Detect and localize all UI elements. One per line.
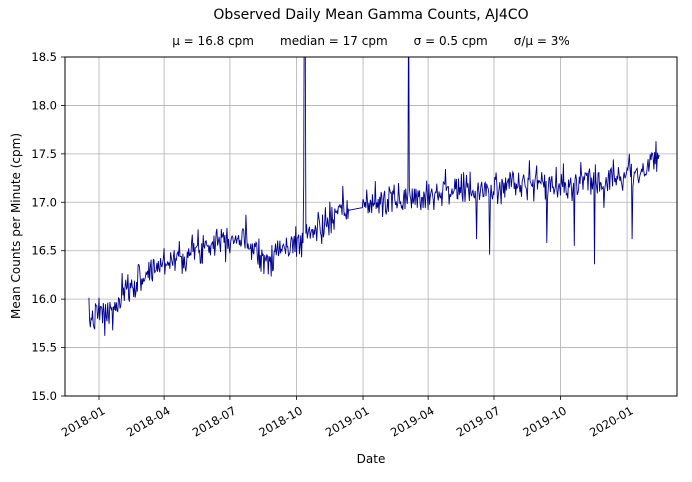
grid [65,56,677,397]
x-tick-label: 2019-10 [520,403,569,439]
x-tick-label: 2018-04 [124,403,173,439]
y-tick-label: 18.0 [31,98,57,112]
x-tick-label: 2019-04 [388,403,437,439]
x-tick-label: 2018-01 [59,403,108,439]
y-tick-label: 15.5 [31,341,57,355]
x-tick-label: 2018-10 [256,403,305,439]
axis-ticks [61,56,628,400]
y-tick-label: 17.5 [31,147,57,161]
x-axis-label: Date [356,452,386,466]
stat-sigma-over-mu: σ/μ = 3% [513,34,570,48]
x-tick-label: 2019-01 [323,403,372,439]
chart-stats: μ = 16.8 cpm median = 17 cpm σ = 0.5 cpm… [65,34,677,48]
x-tick-label: 2019-07 [454,403,503,439]
y-tick-label: 15.0 [31,389,57,403]
y-tick-label: 16.0 [31,292,57,306]
y-tick-label: 16.5 [31,244,57,258]
y-tick-label: 18.5 [31,50,57,64]
gamma-counts-line [88,57,660,336]
x-tick-label: 2020-01 [587,403,636,439]
plot-border [64,56,678,397]
stat-mean: μ = 16.8 cpm [172,34,254,48]
stat-median: median = 17 cpm [280,34,388,48]
y-tick-label: 17.0 [31,195,57,209]
x-tick-label: 2018-07 [190,403,239,439]
stat-sigma: σ = 0.5 cpm [413,34,488,48]
chart-title: Observed Daily Mean Gamma Counts, AJ4CO [213,7,529,23]
y-axis-label: Mean Counts per Minute (cpm) [9,132,23,320]
axis-tick-labels: 15.0 15.5 16.0 16.5 17.0 17.5 18.0 18.5 2018-01 2… [31,50,635,440]
